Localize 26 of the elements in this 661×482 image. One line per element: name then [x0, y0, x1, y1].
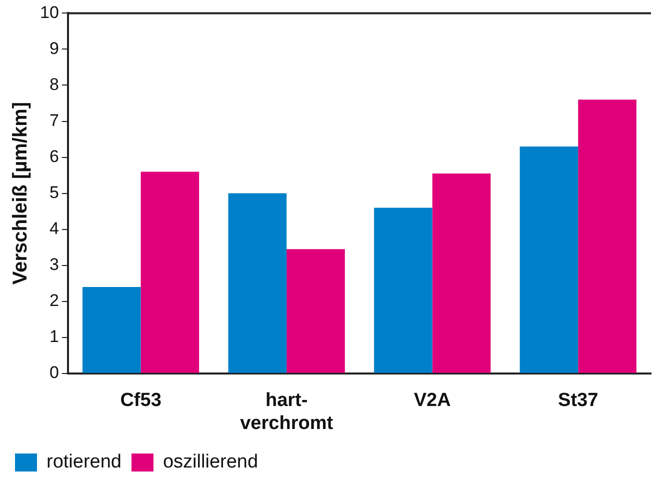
y-tick-label: 3	[49, 255, 59, 274]
x-tick-label: V2A	[414, 390, 452, 412]
bar	[578, 100, 636, 373]
bar	[228, 193, 287, 373]
y-tick-label: 10	[40, 2, 59, 22]
legend-label: oszillierend	[162, 452, 258, 473]
y-tick-label: 8	[49, 74, 59, 94]
bar	[432, 173, 491, 373]
bar	[374, 208, 432, 373]
x-tick-label: Cf53	[120, 390, 162, 412]
bar	[140, 172, 200, 373]
x-tick-label: St37	[558, 390, 598, 412]
y-tick-label: 6	[49, 146, 59, 166]
bar	[82, 286, 141, 373]
bar	[286, 249, 345, 373]
y-tick-label: 4	[49, 219, 59, 238]
legend-label: rotierend	[46, 452, 122, 473]
y-tick-label: 9	[49, 38, 59, 58]
y-tick-label: 0	[49, 363, 59, 382]
bar	[520, 146, 578, 373]
x-tick-label: hart- verchromt	[240, 390, 334, 434]
y-tick-label: 7	[49, 110, 59, 130]
y-axis-title: Verschleiß [µm/km]	[10, 102, 32, 285]
y-tick-label: 5	[49, 182, 59, 202]
y-tick-label: 1	[49, 327, 59, 346]
y-tick-label: 2	[49, 291, 59, 310]
